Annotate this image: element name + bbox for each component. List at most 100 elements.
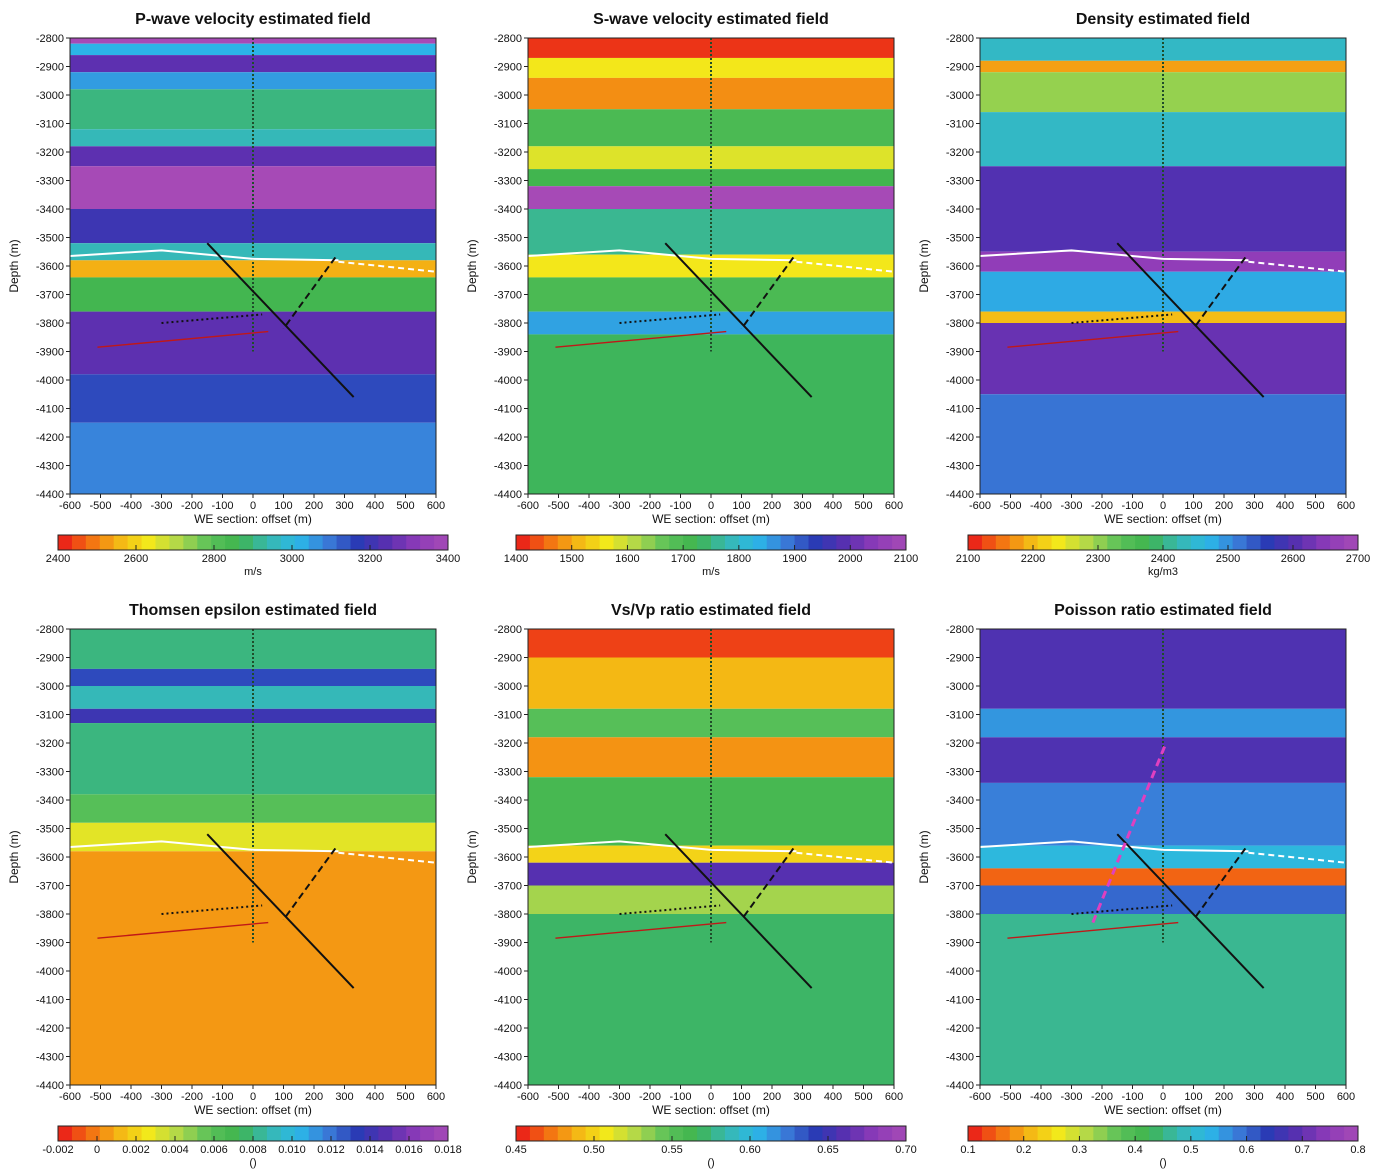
colorbar-segment — [364, 1126, 379, 1141]
y-tick-label: -4200 — [494, 1023, 522, 1035]
colorbar-tick-label: 0.002 — [122, 1144, 150, 1156]
colorbar-segment — [420, 1126, 435, 1141]
colorbar-segment — [1107, 535, 1122, 550]
colorbar-segment — [127, 535, 143, 550]
heatmap-band — [70, 43, 436, 56]
x-tick-label: -200 — [639, 500, 661, 512]
colorbar-segment — [543, 535, 559, 550]
x-tick-label: -100 — [669, 500, 691, 512]
colorbar-tick-label: 0.3 — [1072, 1144, 1087, 1156]
dotted-marker — [619, 313, 721, 324]
x-tick-label: 600 — [1337, 1091, 1355, 1103]
x-tick-label: 200 — [1215, 500, 1233, 512]
y-tick-label: -3100 — [36, 119, 64, 131]
x-tick-label: 400 — [1276, 1091, 1294, 1103]
heatmap-band — [70, 374, 436, 423]
chart-title: Vs/Vp ratio estimated field — [611, 602, 811, 619]
colorbar-segment — [1093, 535, 1108, 550]
y-axis-label: Depth (m) — [7, 239, 21, 292]
y-tick-label: -4400 — [946, 1080, 974, 1092]
colorbar-segment — [1302, 1126, 1317, 1141]
colorbar-segment — [322, 535, 338, 550]
x-tick-label: 0 — [250, 1091, 256, 1103]
colorbar-segment — [378, 535, 393, 550]
y-tick-label: -2800 — [494, 624, 522, 636]
colorbar-tick-label: 0.2 — [1016, 1144, 1031, 1156]
heatmap-band — [980, 38, 1346, 61]
colorbar-segment — [738, 1126, 754, 1141]
x-tick-label: -200 — [1091, 1091, 1113, 1103]
y-tick-label: -2800 — [36, 624, 64, 636]
colorbar-segment — [1218, 535, 1234, 550]
y-tick-label: -3600 — [494, 852, 522, 864]
y-tick-label: -3800 — [494, 909, 522, 921]
x-tick-label: 500 — [854, 1091, 872, 1103]
y-tick-label: -3800 — [36, 909, 64, 921]
colorbar-tick-label: 0 — [94, 1144, 100, 1156]
colorbar-segment — [892, 1126, 907, 1141]
x-tick-label: -400 — [578, 500, 600, 512]
fault-dashed — [740, 847, 795, 921]
y-tick-label: -3900 — [494, 347, 522, 359]
y-tick-label: -3600 — [946, 261, 974, 273]
y-tick-label: -4100 — [946, 404, 974, 416]
chart-title: Thomsen epsilon estimated field — [129, 602, 377, 619]
red-horizon — [555, 921, 727, 939]
colorbar-segment — [1107, 1126, 1122, 1141]
y-tick-label: -3700 — [946, 881, 974, 893]
x-tick-label: -200 — [181, 1091, 203, 1103]
colorbar-segment — [1274, 1126, 1289, 1141]
y-tick-label: -4400 — [36, 489, 64, 501]
y-axis-label: Depth (m) — [917, 830, 931, 883]
colorbar-segment — [1093, 1126, 1108, 1141]
heatmap-band — [980, 311, 1346, 323]
y-tick-label: -3200 — [946, 738, 974, 750]
x-tick-label: 200 — [305, 1091, 323, 1103]
x-tick-label: 600 — [427, 1091, 445, 1103]
colorbar-tick-label: 3200 — [358, 553, 382, 565]
colorbar-segment — [836, 535, 851, 550]
colorbar: 2100 2200 2300 2400 2500 2600 2700 kg/m3 — [956, 534, 1370, 578]
x-tick-label: 200 — [1215, 1091, 1233, 1103]
colorbar-segment — [697, 1126, 712, 1141]
colorbar-segment — [406, 535, 421, 550]
colorbar-segment — [892, 535, 907, 550]
x-tick-label: -300 — [150, 500, 172, 512]
colorbar-segment — [1065, 535, 1080, 550]
x-tick-label: 100 — [1184, 500, 1202, 512]
colorbar-segment — [613, 1126, 628, 1141]
colorbar-segment — [571, 535, 587, 550]
heatmap-field — [528, 38, 894, 494]
colorbar-segment — [406, 1126, 421, 1141]
red-horizon — [1007, 330, 1179, 348]
y-tick-label: -4100 — [36, 995, 64, 1007]
y-tick-label: -3500 — [494, 824, 522, 836]
colorbar-segment — [280, 535, 296, 550]
colorbar-tick-label: 1900 — [782, 553, 806, 565]
red-horizon — [555, 330, 727, 348]
colorbar-segment — [169, 535, 184, 550]
colorbar-segment — [1274, 535, 1289, 550]
colorbar-segment — [878, 535, 893, 550]
colorbar-segment — [197, 1126, 212, 1141]
colorbar-label: kg/m3 — [1148, 566, 1178, 578]
x-tick-label: -500 — [999, 500, 1021, 512]
y-tick-label: -3200 — [946, 147, 974, 159]
colorbar-segment — [350, 535, 365, 550]
horizon-white-dashed — [1248, 260, 1346, 273]
x-tick-label: -600 — [517, 500, 539, 512]
colorbar-segment — [1218, 1126, 1234, 1141]
y-tick-label: -4400 — [946, 489, 974, 501]
colorbar-segment — [627, 535, 642, 550]
red-horizon — [97, 330, 269, 348]
x-tick-label: -500 — [547, 500, 569, 512]
colorbar-tick-label: 2400 — [1151, 553, 1175, 565]
colorbar-segment — [1330, 1126, 1345, 1141]
colorbar-segment — [85, 1126, 101, 1141]
y-tick-label: -4000 — [946, 375, 974, 387]
x-tick-label: -600 — [59, 1091, 81, 1103]
colorbar-segment — [1037, 1126, 1053, 1141]
colorbar-segment — [113, 535, 129, 550]
dotted-marker — [619, 904, 721, 915]
colorbar-tick-label: 0.50 — [583, 1144, 604, 1156]
